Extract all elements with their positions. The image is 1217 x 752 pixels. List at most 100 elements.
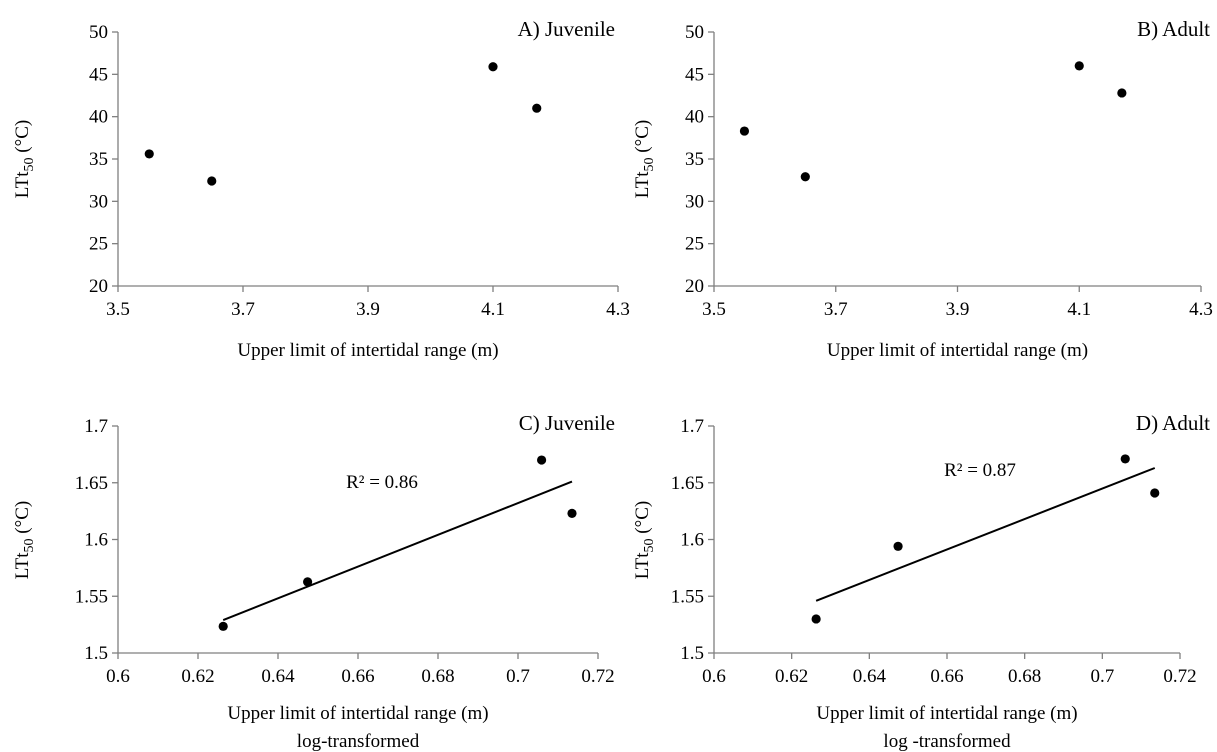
y-tick-label: 1.6	[680, 530, 704, 551]
data-point	[144, 149, 154, 159]
y-axis-title-subscript: 50	[22, 538, 37, 552]
data-point	[537, 455, 547, 465]
y-axis-title-unit: (°C)	[632, 501, 653, 539]
x-tick-label: 0.68	[1008, 666, 1041, 687]
r-squared-label: R² = 0.86	[346, 472, 418, 493]
y-axis-title-main: LTt	[12, 171, 33, 198]
y-tick-label: 1.55	[671, 586, 704, 607]
y-tick-label: 1.7	[680, 416, 704, 437]
y-tick-label: 1.5	[680, 643, 704, 664]
x-tick-label: 0.62	[181, 666, 214, 687]
chart-panel-a: 20 25 30 35 40 45 50 3.5 3.7 3.9 4.1 4.3 A) Juvenile…	[12, 17, 630, 361]
x-tick-label: 0.6	[702, 666, 726, 687]
x-tick-label: 4.1	[481, 299, 505, 320]
y-tick-label: 50	[89, 22, 108, 43]
svg-text:LTt50 (°C): LTt50 (°C)	[12, 501, 37, 579]
data-point	[893, 541, 903, 551]
x-tick-label: 3.9	[356, 299, 380, 320]
y-axis-title-main: LTt	[632, 552, 653, 579]
x-tick-label: 0.72	[581, 666, 614, 687]
x-tick-label: 0.64	[853, 666, 887, 687]
r-squared-label: R² = 0.87	[944, 460, 1016, 481]
y-tick-label: 25	[89, 234, 108, 255]
x-tick-label: 0.7	[506, 666, 530, 687]
y-tick-label: 45	[89, 64, 108, 85]
x-tick-label: 0.72	[1163, 666, 1196, 687]
panel-title: D) Adult	[1136, 411, 1210, 435]
data-point	[1117, 88, 1127, 98]
y-tick-label: 35	[89, 149, 108, 170]
y-axis-title: LTt50 (°C)	[632, 501, 657, 579]
svg-text:LTt50 (°C): LTt50 (°C)	[12, 120, 37, 198]
y-axis-title-unit: (°C)	[12, 120, 33, 158]
x-tick-label: 0.7	[1090, 666, 1114, 687]
y-tick-label: 20	[89, 276, 108, 297]
x-tick-label: 0.62	[775, 666, 808, 687]
trendline	[815, 467, 1156, 602]
y-tick-label: 25	[685, 234, 704, 255]
data-point	[1074, 61, 1084, 71]
svg-text:LTt50 (°C): LTt50 (°C)	[632, 501, 657, 579]
y-tick-label: 1.65	[75, 473, 108, 494]
x-axis-title: Upper limit of intertidal range (m)	[237, 340, 498, 361]
chart-panel-d: 1.5 1.55 1.6 1.65 1.7 0.6 0.62 0.64 0.66 0.68 0.7 0…	[632, 411, 1210, 752]
data-point	[303, 577, 313, 587]
y-axis-title-subscript: 50	[642, 538, 657, 552]
y-tick-label: 35	[685, 149, 704, 170]
x-axis-title: Upper limit of intertidal range (m)	[227, 703, 488, 724]
x-tick-label: 4.1	[1067, 299, 1091, 320]
chart-panel-c: 1.5 1.55 1.6 1.65 1.7 0.6 0.62 0.64 0.66 0.68 0.7 0…	[12, 411, 615, 752]
y-tick-label: 30	[89, 191, 108, 212]
x-tick-label: 0.68	[421, 666, 454, 687]
panel-title: A) Juvenile	[518, 17, 615, 41]
data-point	[207, 176, 217, 186]
x-axis-title: Upper limit of intertidal range (m)	[816, 703, 1077, 724]
data-point	[1120, 454, 1130, 464]
chart-panel-b: 20 25 30 35 40 45 50 3.5 3.7 3.9 4.1 4.3 B) Adult Upp…	[632, 17, 1213, 361]
y-axis-title-unit: (°C)	[12, 501, 33, 539]
panel-title: B) Adult	[1137, 17, 1210, 41]
y-tick-label: 1.7	[84, 416, 108, 437]
y-tick-label: 50	[685, 22, 704, 43]
panel-title: C) Juvenile	[519, 411, 615, 435]
y-axis-title-unit: (°C)	[632, 120, 653, 158]
data-point	[739, 126, 750, 136]
x-tick-label: 0.66	[341, 666, 374, 687]
x-tick-label: 3.5	[106, 299, 130, 320]
y-axis-title: LTt50 (°C)	[12, 501, 37, 579]
y-tick-label: 1.5	[84, 643, 108, 664]
y-tick-label: 1.55	[75, 586, 108, 607]
y-tick-label: 30	[685, 191, 704, 212]
x-axis-subtitle: log -transformed	[883, 731, 1011, 752]
x-tick-label: 0.6	[106, 666, 130, 687]
x-tick-label: 3.9	[946, 299, 970, 320]
x-tick-label: 4.3	[606, 299, 630, 320]
x-tick-label: 3.7	[824, 299, 848, 320]
x-tick-label: 3.5	[702, 299, 726, 320]
y-tick-label: 45	[685, 64, 704, 85]
y-axis-title-subscript: 50	[22, 157, 37, 171]
y-tick-label: 40	[685, 107, 704, 128]
y-axis-title-main: LTt	[632, 171, 653, 198]
svg-text:LTt50 (°C): LTt50 (°C)	[632, 120, 657, 198]
data-point	[532, 103, 542, 113]
data-point	[488, 62, 498, 72]
data-point	[567, 508, 577, 518]
y-tick-label: 1.65	[671, 473, 704, 494]
data-point	[218, 621, 228, 631]
y-tick-label: 40	[89, 107, 108, 128]
y-axis-title-subscript: 50	[642, 157, 657, 171]
x-tick-label: 4.3	[1189, 299, 1213, 320]
y-axis-title: LTt50 (°C)	[12, 120, 37, 198]
x-axis-title: Upper limit of intertidal range (m)	[827, 340, 1088, 361]
data-point	[1150, 488, 1160, 498]
y-axis-title-main: LTt	[12, 552, 33, 579]
data-point	[800, 172, 810, 182]
x-tick-label: 3.7	[231, 299, 255, 320]
x-axis-subtitle: log-transformed	[297, 731, 420, 752]
y-axis-title: LTt50 (°C)	[632, 120, 657, 198]
y-tick-label: 20	[685, 276, 704, 297]
data-point	[811, 614, 821, 624]
x-tick-label: 0.66	[930, 666, 963, 687]
